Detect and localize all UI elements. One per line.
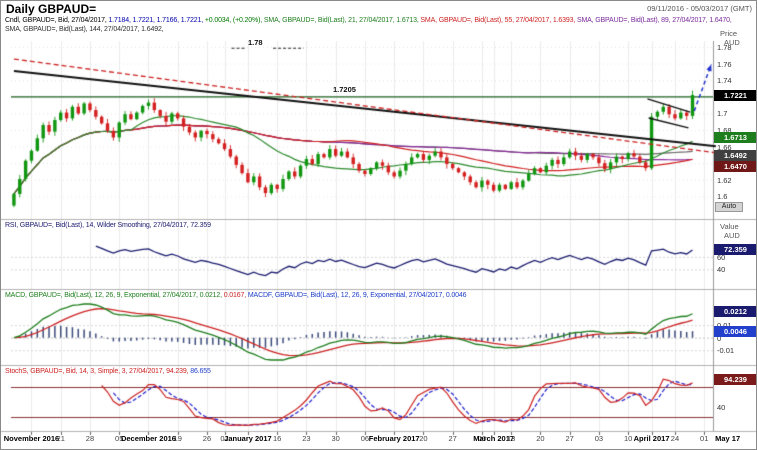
price-value-badge: 1.6713 [714, 131, 756, 143]
x-axis-label: 01 [700, 434, 709, 443]
x-axis-label: 26 [202, 434, 212, 443]
legend-segment: StochS, GBPAUD=, Bid, 14, 3, Simple, 3, … [5, 368, 191, 375]
macd-value-badge: 0.0046 [714, 326, 756, 338]
legend-segment: MACD, GBPAUD=, Bid(Last), 12, 26, 9, Exp… [5, 292, 224, 299]
chart-title: Daily GBPAUD= [6, 2, 97, 16]
legend-segment: 86.655 [190, 368, 211, 375]
price-axis-unit-label: Price [720, 29, 738, 38]
legend-segment: 1.7184, 1.7221, 1.7166, 1.7221, [108, 17, 205, 24]
price-axis-tick: 1.7 [717, 109, 728, 119]
value-axis-unit-label: Value [720, 222, 739, 231]
value-axis-currency-label: AUD [724, 231, 740, 240]
x-axis-label: 21 [56, 434, 65, 443]
rsi-axis-tick: 40 [717, 265, 726, 275]
legend-segment: RSI, GBPAUD=, Bid(Last), 14, Wilder Smoo… [5, 222, 211, 229]
x-axis-label: 30 [331, 434, 340, 443]
legend-segment: +0.0034, (+0.20%), [204, 17, 264, 24]
x-axis-label: May 17 [715, 434, 741, 443]
x-axis-label: February 2017 [368, 434, 420, 443]
x-axis-label: December 2016 [120, 434, 176, 443]
target-level-label: 1.78 [248, 38, 263, 47]
auto-scale-badge[interactable]: Auto [715, 202, 743, 212]
rsi-legend: RSI, GBPAUD=, Bid(Last), 14, Wilder Smoo… [5, 221, 211, 230]
macd-value-badge: 0.0212 [714, 305, 756, 317]
main-legend-row2: SMA, GBPAUD=, Bid(Last), 144, 27/04/2017… [5, 25, 164, 34]
x-axis-label: 20 [536, 434, 545, 443]
price-axis-tick: 1.62 [717, 175, 732, 185]
main-legend-row1: Cndl, GBPAUD=, Bid, 27/04/2017, 1.7184, … [5, 16, 732, 25]
x-axis-label: 16 [273, 434, 282, 443]
legend-segment: SMA, GBPAUD=, Bid(Last), 89, 27/04/2017,… [576, 17, 732, 24]
x-axis-label: 10 [624, 434, 633, 443]
resistance-level-label: 1.7205 [333, 85, 356, 94]
macd-axis-tick: 0.01 [717, 321, 732, 330]
legend-segment: MACDF, GBPAUD=, Bid(Last), 12, 26, 9, Ex… [247, 292, 467, 299]
legend-segment: SMA, GBPAUD=, Bid(Last), 55, 27/04/2017,… [420, 17, 577, 24]
price-value-badge: 1.6492 [714, 150, 756, 162]
macd-legend: MACD, GBPAUD=, Bid(Last), 12, 26, 9, Exp… [5, 291, 467, 300]
price-value-badge: 1.6470 [714, 161, 756, 173]
x-axis-label: January 2017 [224, 434, 272, 443]
legend-segment: SMA, GBPAUD=, Bid(Last), 144, 27/04/2017… [5, 26, 164, 33]
price-axis-tick: 1.78 [717, 43, 732, 52]
stoch-value-badge: 94.239 [714, 374, 756, 386]
price-axis-tick: 1.6 [717, 192, 728, 202]
x-axis-label: November 2016 [3, 434, 60, 443]
x-axis-label: 03 [594, 434, 604, 443]
x-axis-label: 24 [670, 434, 680, 443]
legend-segment: 0.0167, [223, 292, 248, 299]
x-axis-label: 27 [565, 434, 574, 443]
price-axis-tick: 1.76 [717, 59, 732, 69]
stoch-legend: StochS, GBPAUD=, Bid, 14, 3, Simple, 3, … [5, 367, 211, 376]
x-axis-label: 05 [115, 434, 124, 443]
legend-segment: Cndl, GBPAUD=, Bid, 27/04/2017, [5, 17, 109, 24]
price-axis-tick: 1.74 [717, 76, 732, 86]
rsi-value-badge: 72.359 [714, 243, 756, 255]
x-axis-label: April 2017 [633, 434, 670, 443]
x-axis-label: 13 [507, 434, 516, 443]
x-axis-label: 06 [360, 434, 370, 443]
stoch-axis-tick: 40 [717, 403, 726, 412]
x-axis-label: 23 [302, 434, 311, 443]
date-range-label: 09/11/2016 - 05/03/2017 (GMT) [647, 4, 752, 13]
price-axis-tick: 1.68 [717, 126, 732, 135]
x-axis-label: 20 [419, 434, 428, 443]
price-axis-tick: 1.66 [717, 142, 732, 152]
price-value-badge: 1.7221 [714, 89, 756, 101]
x-axis-label: 02 [220, 434, 229, 443]
x-axis-label: March 2017 [473, 434, 515, 443]
macd-axis-tick: -0.01 [717, 346, 735, 356]
price-axis-currency-label: AUD [724, 38, 740, 47]
x-axis-label: 27 [448, 434, 457, 443]
rsi-axis-tick: 60 [717, 252, 726, 262]
x-axis-label: 28 [85, 434, 95, 443]
x-axis-label: 06 [477, 434, 487, 443]
legend-segment: SMA, GBPAUD=, Bid(Last), 21, 27/04/2017,… [263, 17, 421, 24]
x-axis-label: 19 [173, 434, 182, 443]
macd-axis-tick: 0 [717, 333, 722, 343]
